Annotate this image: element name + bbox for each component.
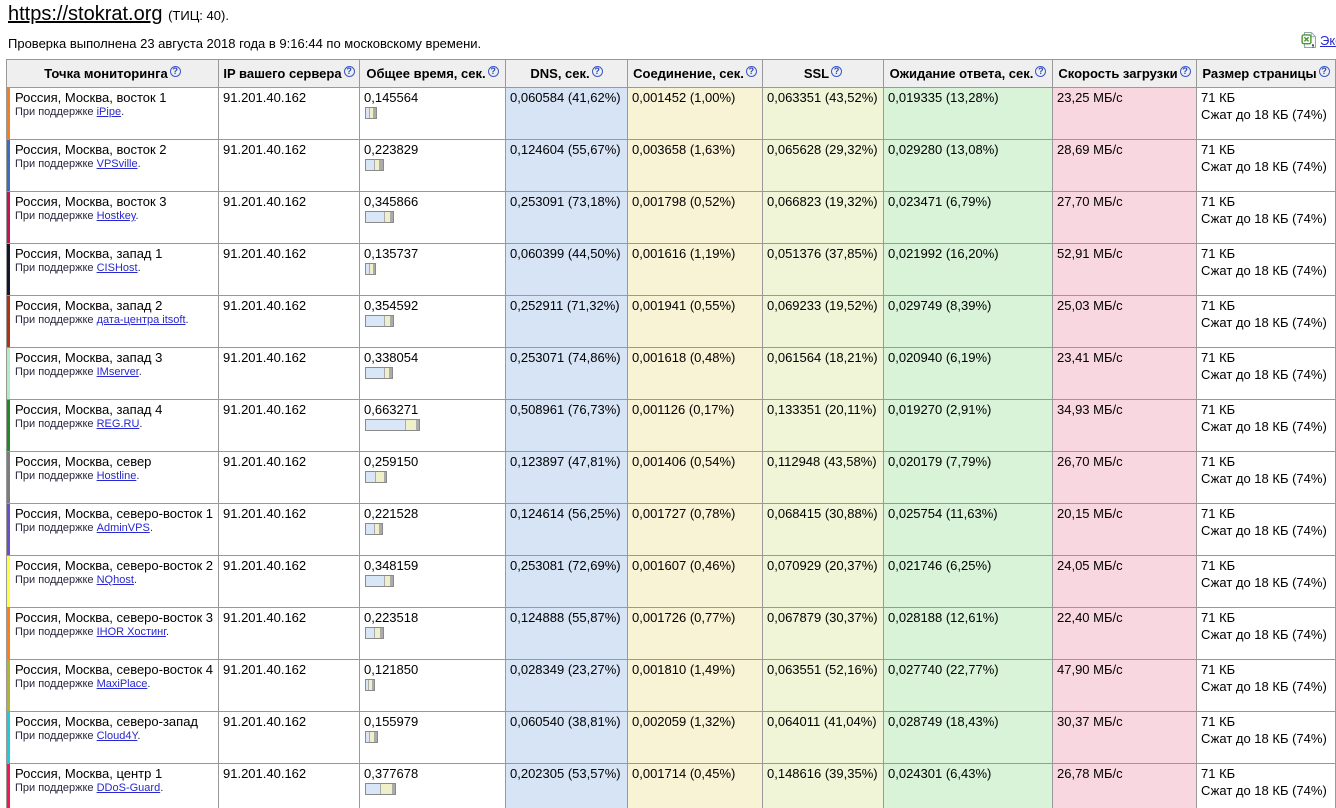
svg-text:,: , <box>1311 35 1314 48</box>
